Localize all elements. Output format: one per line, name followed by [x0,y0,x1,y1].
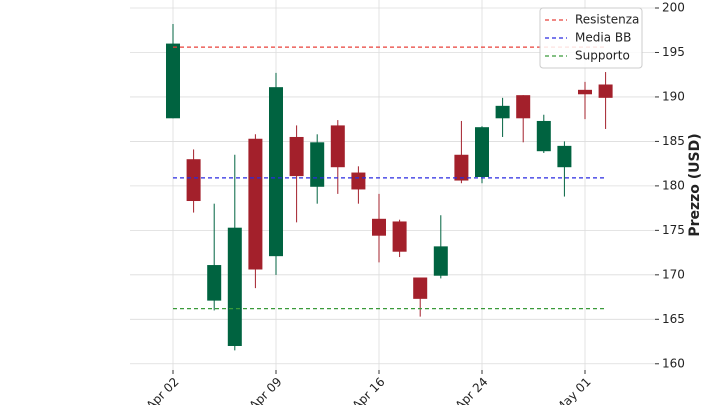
legend-label: Supporto [575,49,630,63]
candle-body [557,145,572,168]
legend-label: Media BB [575,31,631,45]
candle-body [516,95,531,119]
y-tick-label: 195 [662,45,685,59]
candle-body [475,127,489,177]
candle-body [269,87,283,257]
candle-body [227,227,242,346]
x-tick-label: May 01 [553,375,594,405]
x-tick-label: Apr 02 [144,375,182,405]
y-tick-label: 180 [662,178,685,192]
candle-body [413,277,428,299]
candle-body [351,172,366,190]
x-tick-label: Apr 24 [453,375,491,405]
candle-body [248,138,263,270]
x-tick-label: Apr 09 [247,375,285,405]
legend-label: Resistenza [575,13,639,27]
y-tick-label: 165 [662,312,685,326]
candle-body [598,84,613,98]
candle-body [310,142,325,187]
candle-body [186,159,201,202]
legend-box [539,7,643,69]
candle-body [166,43,180,119]
candle-body [372,218,386,236]
candle-body [207,265,222,301]
candle-body [433,246,448,276]
y-tick-label: 185 [662,134,685,148]
x-tick-label: Apr 16 [350,375,388,405]
y-tick-label: 190 [662,89,685,103]
candle-body [392,221,407,252]
y-axis-label: Prezzo (USD) [687,133,703,236]
candle-body [454,154,469,181]
candle-body [495,105,510,119]
y-tick-label: 160 [662,356,685,370]
candle-body [330,125,345,168]
y-tick-label: 170 [662,267,685,281]
y-tick-label: 175 [662,223,685,237]
candle-body [289,136,304,177]
candle-body [536,120,551,152]
candle-body [578,89,592,95]
y-tick-label: 200 [662,1,685,15]
